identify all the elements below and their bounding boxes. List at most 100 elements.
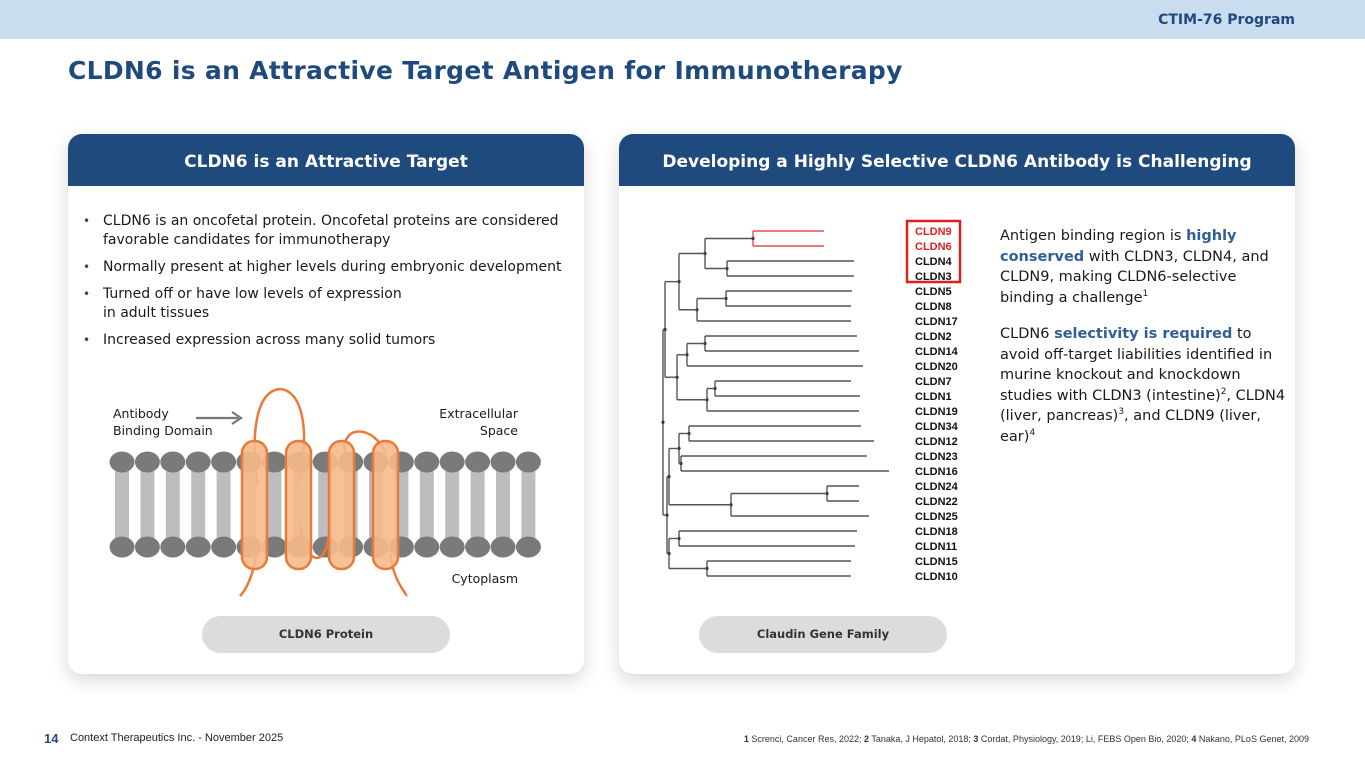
footnote-ref: 2 — [1220, 386, 1227, 397]
lipid-head — [109, 451, 135, 473]
lipid-head — [134, 536, 160, 558]
gene-label-cldn23: CLDN23 — [915, 451, 958, 463]
lipid-head — [211, 536, 237, 558]
lipid-tail — [216, 470, 231, 540]
ref-text: Cordat, Physiology, 2019; Li, FEBS Open … — [978, 734, 1192, 744]
lipid-head — [185, 451, 211, 473]
text-run: , and CLDN9 (liver, ear) — [1000, 408, 1261, 445]
binding-domain-label: Binding Domain — [113, 423, 213, 438]
gene-labels: CLDN9 CLDN6 CLDN4 CLDN3 CLDN5 CLDN8 CLDN17 CLDN… — [915, 226, 959, 583]
highlight-box — [905, 219, 962, 284]
gene-label-cldn3: CLDN3 — [915, 271, 952, 283]
bullet-icon: • — [83, 260, 91, 274]
lipid-tail — [496, 470, 510, 540]
bullet-text-cont: in adult tissues — [103, 305, 210, 321]
bullet-item: • Normally present at higher levels duri… — [82, 258, 572, 277]
lipid-bilayer — [109, 451, 541, 558]
references: 1 Screnci, Cancer Res, 2022; 2 Tanaka, J… — [744, 734, 1309, 744]
footnote-ref: 3 — [1118, 407, 1125, 417]
bullet-text: Increased expression across many solid t… — [103, 332, 436, 348]
gene-label-cldn16: CLDN16 — [915, 466, 958, 478]
cytoplasm-label: Cytoplasm — [451, 571, 518, 586]
tree-node — [661, 420, 665, 424]
lipid-head — [465, 451, 491, 473]
gene-label-cldn5: CLDN5 — [915, 286, 952, 298]
lipid-head — [109, 536, 135, 558]
lipid-tail — [165, 470, 180, 540]
bullet-text-cont: favorable candidates for immunotherapy — [103, 232, 391, 248]
lipid-head — [515, 451, 541, 473]
lipid-tail — [445, 470, 460, 540]
lipid-head — [490, 451, 516, 473]
highlight-text: highly conserved — [1000, 228, 1237, 265]
lipid-tail — [191, 470, 206, 540]
ref-number: 1 — [743, 734, 749, 744]
top-banner — [0, 0, 1365, 39]
tree-branches — [661, 230, 889, 577]
page-title: CLDN6 is an Attractive Target Antigen fo… — [68, 56, 903, 85]
ref-text: Tanaka, J Hepatol, 2018; — [869, 734, 974, 744]
highlight-text: selectivity is required — [1054, 326, 1233, 342]
gene-label-cldn7: CLDN7 — [915, 376, 952, 388]
program-label: CTIM-76 Program — [1158, 12, 1295, 28]
gene-label-cldn34: CLDN34 — [915, 421, 959, 433]
company-footer: Context Therapeutics Inc. - November 202… — [70, 732, 284, 744]
lipid-head — [439, 451, 465, 473]
bullet-list: • CLDN6 is an oncofetal protein. Oncofet… — [82, 212, 572, 358]
bullet-icon: • — [83, 287, 91, 301]
ref-number: 2 — [863, 734, 869, 744]
gene-label-cldn14: CLDN14 — [915, 346, 959, 358]
text-run: with CLDN3, CLDN4, and CLDN9, making CLD… — [1000, 248, 1269, 306]
arrow-right-icon — [196, 411, 243, 425]
bullet-item: • Turned off or have low levels of expre… — [82, 285, 572, 323]
text-run: , CLDN4 (liver, pancreas) — [1000, 387, 1286, 425]
gene-label-cldn20: CLDN20 — [915, 361, 958, 373]
lipid-head — [134, 451, 160, 473]
card-heading: Developing a Highly Selective CLDN6 Anti… — [619, 134, 1295, 186]
text-run: to avoid off-target liabilities identifi… — [1000, 326, 1273, 404]
lipid-head — [414, 536, 440, 558]
extracellular-label: Extracellular — [439, 406, 518, 421]
attractive-target-card: CLDN6 is an Attractive Target • CLDN6 is… — [68, 134, 584, 674]
gene-label-cldn15: CLDN15 — [915, 556, 958, 568]
footnote-ref: 1 — [1142, 288, 1149, 299]
lipid-tail — [140, 470, 155, 540]
lipid-head — [490, 536, 516, 558]
gene-label-cldn1: CLDN1 — [915, 391, 952, 403]
ref-text: Screnci, Cancer Res, 2022; — [748, 734, 864, 744]
lipid-tail — [115, 470, 129, 540]
lipid-head — [160, 451, 186, 473]
cldn6-protein-diagram — [109, 387, 541, 598]
lipid-tail — [470, 470, 485, 540]
transmembrane-protein — [239, 387, 408, 598]
claudin-phylogenetic-tree: CLDN9 CLDN6 CLDN4 CLDN3 CLDN5 CLDN8 CLDN17 CLDN… — [661, 219, 962, 583]
bullet-item: • CLDN6 is an oncofetal protein. Oncofet… — [82, 212, 572, 250]
selective-antibody-card: Developing a Highly Selective CLDN6 Anti… — [619, 134, 1295, 674]
lipid-tail — [419, 470, 434, 540]
lipid-head — [211, 451, 237, 473]
page-number: 14 — [44, 731, 59, 746]
gene-label-cldn12: CLDN12 — [915, 436, 958, 448]
gene-label-cldn18: CLDN18 — [915, 526, 958, 538]
space-label: Space — [479, 423, 518, 438]
conservation-paragraph: Antigen binding region is highly conserv… — [1000, 226, 1290, 308]
ref-number: 3 — [973, 734, 979, 744]
gene-label-cldn4: CLDN4 — [915, 256, 953, 268]
bullet-icon: • — [83, 214, 91, 228]
ref-number: 4 — [1191, 734, 1197, 744]
lipid-tail — [267, 470, 282, 540]
bullet-text: CLDN6 is an oncofetal protein. Oncofetal… — [103, 213, 559, 229]
bullet-icon: • — [83, 333, 91, 347]
lipid-head — [465, 536, 491, 558]
bullet-text: Normally present at higher levels during… — [103, 259, 562, 275]
lipid-head — [515, 536, 541, 558]
gene-label-cldn8: CLDN8 — [915, 301, 952, 313]
bullet-text: Turned off or have low levels of express… — [103, 286, 402, 302]
lipid-head — [185, 536, 211, 558]
claudin-family-caption: Claudin Gene Family — [699, 616, 947, 653]
gene-label-cldn17: CLDN17 — [915, 316, 958, 328]
bullet-item: • Increased expression across many solid… — [82, 331, 572, 350]
ref-text: Nakano, PLoS Genet, 2009 — [1196, 734, 1309, 744]
gene-label-cldn2: CLDN2 — [915, 331, 952, 343]
cldn6-protein-caption: CLDN6 Protein — [202, 616, 450, 653]
